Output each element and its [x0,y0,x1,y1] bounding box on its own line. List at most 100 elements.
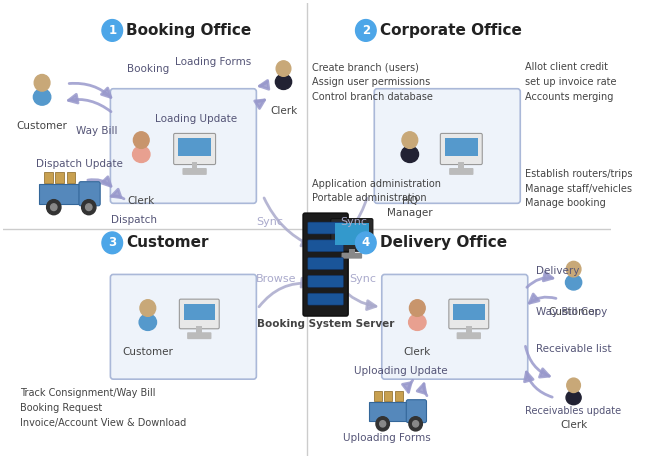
Text: Manage staff/vehicles: Manage staff/vehicles [525,184,632,194]
Text: Clerk: Clerk [270,106,297,116]
FancyBboxPatch shape [179,299,219,329]
FancyBboxPatch shape [449,168,473,175]
FancyBboxPatch shape [111,274,256,379]
FancyArrowPatch shape [264,198,311,246]
Ellipse shape [33,89,51,105]
Circle shape [133,132,149,148]
Text: Loading Update: Loading Update [155,114,237,124]
FancyArrowPatch shape [529,294,556,303]
Text: Loading Forms: Loading Forms [176,57,252,67]
Ellipse shape [133,146,150,162]
FancyBboxPatch shape [440,134,482,164]
Ellipse shape [566,391,581,405]
Text: Booking Request: Booking Request [20,403,102,413]
Text: 2: 2 [362,24,370,37]
Circle shape [140,300,156,316]
FancyBboxPatch shape [453,303,484,320]
FancyBboxPatch shape [341,253,362,258]
FancyBboxPatch shape [308,257,343,269]
Text: 4: 4 [362,236,370,249]
Text: Booking: Booking [127,64,169,74]
Text: Uploading Forms: Uploading Forms [343,432,430,442]
FancyBboxPatch shape [349,249,355,255]
Circle shape [380,420,385,427]
Circle shape [376,417,389,431]
FancyBboxPatch shape [331,218,373,251]
FancyBboxPatch shape [196,326,202,334]
Text: Corporate Office: Corporate Office [380,23,522,38]
Ellipse shape [401,146,419,162]
FancyBboxPatch shape [79,182,100,206]
FancyBboxPatch shape [308,222,343,234]
Text: Customer: Customer [17,121,68,131]
FancyBboxPatch shape [335,223,369,245]
Text: HQ
Manager: HQ Manager [387,196,433,218]
Circle shape [356,232,376,254]
Ellipse shape [566,275,582,290]
Circle shape [34,74,50,91]
Text: Receivables update: Receivables update [525,406,621,416]
Text: Manage booking: Manage booking [525,198,606,208]
FancyArrowPatch shape [255,100,265,108]
Text: 1: 1 [108,24,116,37]
FancyBboxPatch shape [449,299,489,329]
Text: Delivery Office: Delivery Office [380,235,507,250]
FancyBboxPatch shape [40,184,81,204]
Text: Assign user permissions: Assign user permissions [311,77,430,87]
Text: Allot client credit: Allot client credit [525,62,608,72]
FancyArrowPatch shape [525,372,552,397]
Text: Sync: Sync [350,274,376,284]
FancyBboxPatch shape [466,326,472,334]
Text: Application administration: Application administration [311,179,441,189]
FancyArrowPatch shape [111,189,124,199]
FancyBboxPatch shape [308,293,343,305]
FancyArrowPatch shape [259,278,311,307]
FancyArrowPatch shape [527,272,553,287]
FancyBboxPatch shape [308,240,343,252]
Text: Clerk: Clerk [127,196,155,207]
Text: Booking Office: Booking Office [126,23,252,38]
Circle shape [413,420,419,427]
FancyArrowPatch shape [69,84,111,97]
Text: Dispatch Update: Dispatch Update [36,159,122,169]
Circle shape [402,132,418,148]
FancyArrowPatch shape [88,177,111,186]
FancyBboxPatch shape [384,391,393,401]
Text: Customer: Customer [122,347,174,357]
Text: Customer: Customer [126,235,209,250]
Circle shape [567,378,580,392]
Circle shape [410,300,425,316]
FancyArrowPatch shape [68,94,111,112]
FancyArrowPatch shape [340,286,376,309]
FancyBboxPatch shape [66,172,75,183]
FancyBboxPatch shape [308,275,343,287]
FancyBboxPatch shape [111,89,256,203]
FancyBboxPatch shape [174,134,216,164]
Text: Sync: Sync [340,217,367,227]
Text: Uploading Update: Uploading Update [354,366,447,376]
Text: Control branch database: Control branch database [311,92,432,102]
Text: Sync: Sync [256,217,283,227]
Text: Way Bill Copy: Way Bill Copy [536,307,607,317]
FancyBboxPatch shape [183,168,207,175]
Text: 3: 3 [108,236,116,249]
Text: Establish routers/trips: Establish routers/trips [525,169,632,179]
FancyBboxPatch shape [55,172,64,183]
Circle shape [276,61,291,76]
FancyBboxPatch shape [382,274,528,379]
Text: Accounts merging: Accounts merging [525,92,614,102]
FancyBboxPatch shape [369,402,408,420]
Text: Delivery: Delivery [536,266,580,275]
Text: Browse: Browse [255,274,296,284]
Text: Invoice/Account View & Download: Invoice/Account View & Download [20,418,186,428]
Text: set up invoice rate: set up invoice rate [525,77,616,87]
Circle shape [566,261,581,277]
FancyBboxPatch shape [406,400,426,423]
Text: Create branch (users): Create branch (users) [311,62,419,72]
Circle shape [102,20,123,41]
FancyBboxPatch shape [178,138,211,156]
FancyArrowPatch shape [259,80,269,89]
FancyArrowPatch shape [331,198,367,246]
Circle shape [102,232,123,254]
Text: Customer: Customer [548,307,599,317]
